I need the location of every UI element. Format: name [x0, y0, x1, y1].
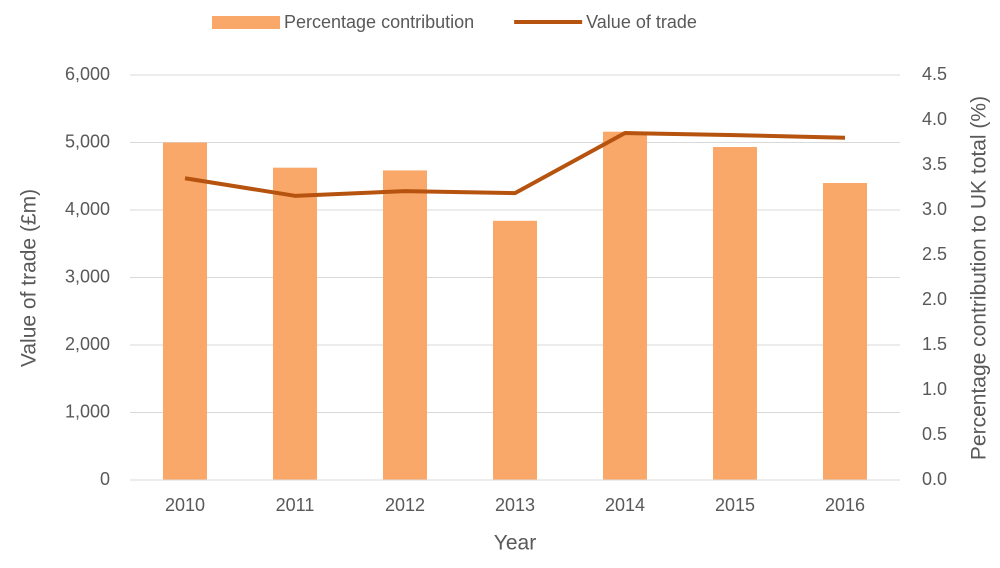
- y2-tick-label: 2.0: [922, 289, 947, 309]
- bar: [493, 220, 537, 481]
- x-tick-label: 2015: [715, 495, 755, 515]
- legend-swatch: [212, 16, 280, 29]
- y-tick-label: 0: [100, 469, 110, 489]
- bar: [603, 131, 647, 480]
- bar: [273, 167, 317, 480]
- y-tick-label: 2,000: [65, 334, 110, 354]
- y2-tick-label: 0.0: [922, 469, 947, 489]
- y-tick-label: 3,000: [65, 266, 110, 286]
- y-tick-label: 5,000: [65, 131, 110, 151]
- y2-tick-label: 4.0: [922, 109, 947, 129]
- y2-tick-label: 1.5: [922, 334, 947, 354]
- bar: [823, 183, 867, 480]
- y-tick-label: 6,000: [65, 64, 110, 84]
- x-axis-title: Year: [494, 532, 536, 555]
- x-tick-label: 2010: [165, 495, 205, 515]
- x-tick-label: 2012: [385, 495, 425, 515]
- y2-tick-label: 0.5: [922, 424, 947, 444]
- bar: [163, 142, 207, 480]
- y2-tick-label: 3.0: [922, 199, 947, 219]
- y-axis-title: Value of trade (£m): [18, 189, 41, 367]
- y-tick-label: 4,000: [65, 199, 110, 219]
- y2-tick-label: 4.5: [922, 64, 947, 84]
- y2-tick-label: 1.0: [922, 379, 947, 399]
- x-tick-label: 2013: [495, 495, 535, 515]
- y-tick-label: 1,000: [65, 401, 110, 421]
- legend-label: Percentage contribution: [284, 12, 474, 32]
- legend-label: Value of trade: [586, 12, 697, 32]
- bar: [713, 147, 757, 480]
- bar: [383, 170, 427, 480]
- y2-tick-label: 2.5: [922, 244, 947, 264]
- x-tick-label: 2016: [825, 495, 865, 515]
- x-tick-label: 2014: [605, 495, 645, 515]
- x-tick-label: 2011: [276, 495, 315, 515]
- y2-tick-label: 3.5: [922, 154, 947, 174]
- line: [184, 131, 846, 198]
- y2-axis-title: Percentage contribution to UK total (%): [968, 96, 991, 460]
